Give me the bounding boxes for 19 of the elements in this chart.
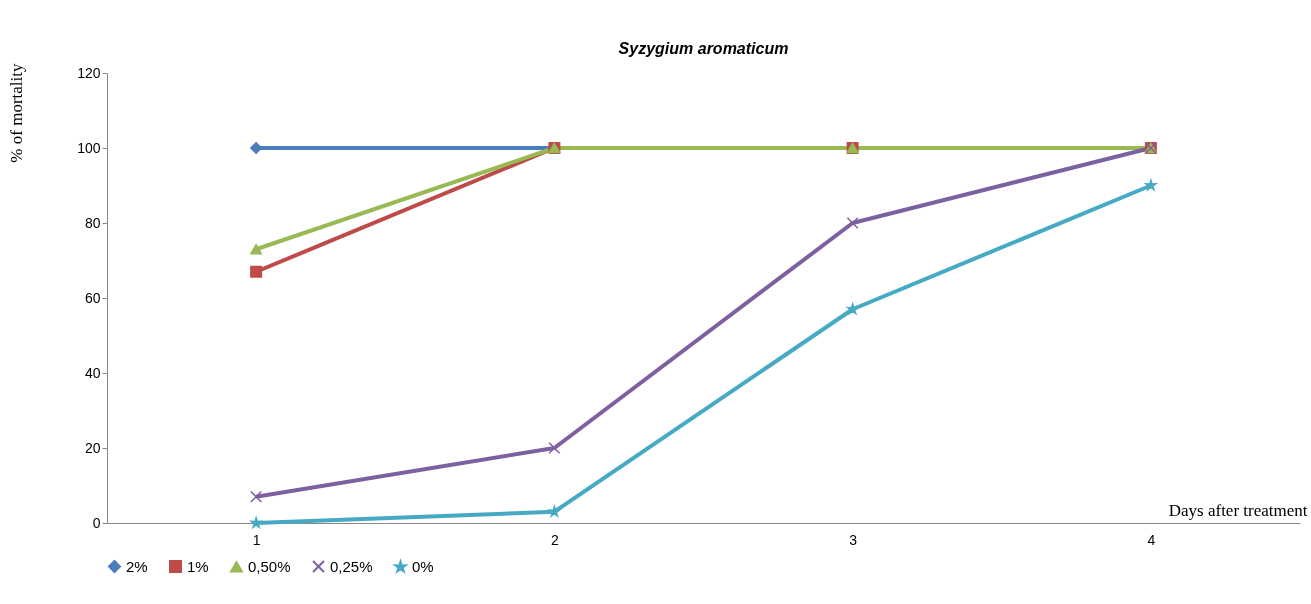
x-tick-label: 4 (1147, 531, 1156, 548)
x-tick-label: 3 (849, 531, 858, 548)
y-tick-label: 100 (77, 139, 101, 156)
chart-title: Syzygium aromaticum (618, 40, 789, 57)
y-tick-label: 20 (84, 439, 101, 456)
legend-label: 1% (187, 557, 209, 575)
y-tick-label: 80 (84, 214, 101, 231)
y-tick-label: 0 (92, 514, 101, 531)
y-tick-label: 40 (84, 364, 101, 381)
x-axis-title: Days after treatment (1168, 500, 1308, 520)
x-tick-label: 1 (252, 531, 261, 548)
legend-label: 0,50% (248, 557, 291, 575)
y-axis-title: % of mortality (6, 63, 26, 163)
y-tick-label: 120 (77, 64, 101, 81)
legend-label: 2% (126, 557, 148, 575)
legend-label: 0% (412, 558, 434, 576)
legend-label: 0,25% (330, 557, 373, 575)
x-tick-label: 2 (550, 531, 559, 548)
y-tick-label: 60 (84, 289, 101, 306)
